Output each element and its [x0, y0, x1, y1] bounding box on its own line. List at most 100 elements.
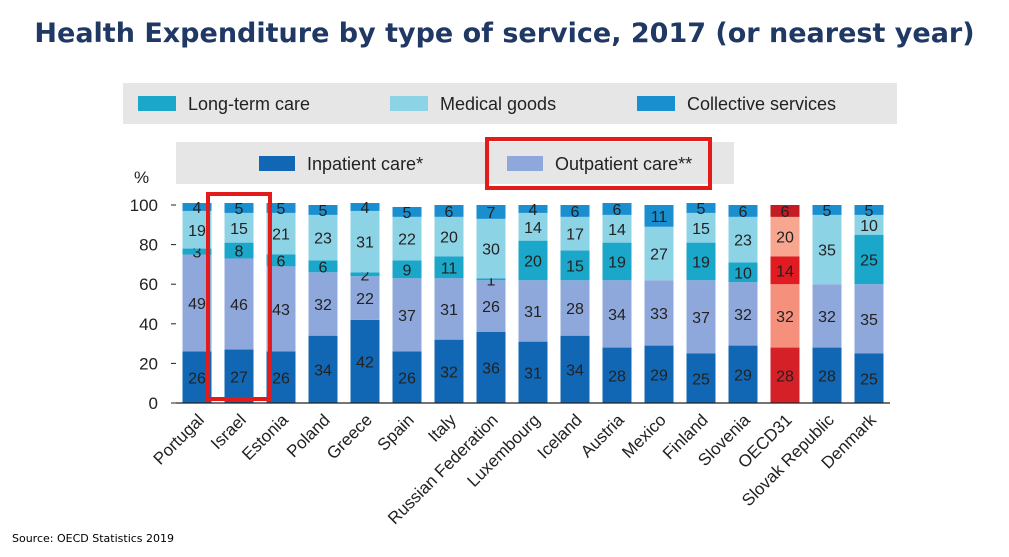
bar-segment-medical-goods — [434, 216, 464, 257]
bar-segment-outpatient-care — [770, 284, 800, 348]
bar-segment-collective-services — [266, 203, 296, 213]
y-tick-label: 60 — [139, 275, 158, 294]
legend-label-long-term-care: Long-term care — [188, 94, 310, 114]
data-label: 14 — [776, 263, 794, 280]
data-label: 33 — [650, 306, 668, 323]
data-label: 25 — [860, 371, 878, 388]
data-label: 6 — [571, 204, 580, 221]
bar-segment-long-term-care — [854, 234, 884, 285]
y-tick-label: 100 — [130, 196, 158, 215]
data-label: 20 — [776, 230, 794, 247]
outpatient-legend-highlight-box — [485, 137, 712, 190]
data-label: 6 — [277, 253, 286, 270]
bar-segment-collective-services — [812, 205, 842, 215]
x-category-label: Portugal — [150, 410, 208, 468]
legend-row-1-background — [123, 83, 897, 124]
x-category-label: Greece — [323, 410, 376, 463]
y-tick-label: 80 — [139, 236, 158, 255]
bar-segment-collective-services — [224, 203, 254, 213]
data-label: 6 — [739, 204, 748, 221]
bar-segment-inpatient-care — [308, 335, 338, 403]
bar-segment-outpatient-care — [392, 278, 422, 352]
bar-segment-outpatient-care — [476, 280, 506, 332]
bar-segment-outpatient-care — [728, 282, 758, 346]
data-label: 15 — [566, 258, 584, 275]
bar-segment-long-term-care — [350, 272, 380, 277]
data-label: 14 — [524, 220, 542, 237]
data-label: 6 — [613, 202, 622, 219]
bar-segment-inpatient-care — [560, 335, 590, 403]
data-label: 31 — [524, 304, 542, 321]
israel-highlight-box — [206, 192, 272, 401]
x-category-label: Estonia — [238, 410, 292, 464]
data-label: 8 — [235, 244, 244, 261]
bar-segment-outpatient-care — [812, 284, 842, 348]
data-label: 37 — [398, 308, 416, 325]
data-label: 34 — [566, 362, 584, 379]
bar-segment-long-term-care — [728, 262, 758, 283]
bar-segment-long-term-care — [560, 250, 590, 281]
x-category-label: Italy — [424, 410, 460, 446]
bar-segment-collective-services — [728, 205, 758, 217]
data-label: 3 — [193, 245, 202, 262]
bar-segment-inpatient-care — [644, 345, 674, 403]
legend-label-inpatient-care: Inpatient care* — [307, 154, 423, 174]
bar-segment-collective-services — [686, 203, 716, 213]
data-label: 26 — [398, 370, 416, 387]
bar-segment-outpatient-care — [854, 284, 884, 354]
legend-label-medical-goods: Medical goods — [440, 94, 556, 114]
data-label: 32 — [818, 309, 836, 326]
bar-segment-medical-goods — [476, 218, 506, 279]
data-label: 26 — [482, 299, 500, 316]
bar-segment-collective-services — [644, 205, 674, 227]
y-tick-label: 20 — [139, 354, 158, 373]
bar-segment-medical-goods — [644, 226, 674, 281]
data-label: 32 — [776, 309, 794, 326]
bar-segment-medical-goods — [518, 212, 548, 241]
bar-segment-inpatient-care — [812, 347, 842, 403]
y-tick-label: 40 — [139, 315, 158, 334]
bar-segment-inpatient-care — [854, 353, 884, 403]
bar-segment-collective-services — [476, 205, 506, 219]
data-label: 11 — [651, 209, 668, 226]
bar-segment-long-term-care — [602, 242, 632, 281]
data-label: 21 — [272, 227, 290, 244]
data-label: 28 — [608, 368, 626, 385]
data-label: 26 — [188, 370, 206, 387]
data-label: 43 — [272, 302, 290, 319]
data-label: 6 — [319, 259, 328, 276]
y-axis-label: % — [134, 168, 149, 187]
data-label: 4 — [193, 200, 202, 217]
data-label: 36 — [482, 360, 500, 377]
data-label: 27 — [650, 247, 668, 264]
x-category-label: Austria — [577, 410, 628, 461]
legend-label-collective-services: Collective services — [687, 94, 836, 114]
bar-segment-medical-goods — [770, 216, 800, 257]
bar-segment-collective-services — [182, 203, 212, 211]
bar-segment-medical-goods — [686, 212, 716, 243]
bar-segment-long-term-care — [224, 242, 254, 259]
bar-segment-medical-goods — [602, 214, 632, 243]
data-label: 6 — [781, 204, 790, 221]
data-label: 35 — [818, 243, 836, 260]
data-label: 32 — [734, 307, 752, 324]
x-category-label: Iceland — [534, 410, 586, 462]
data-label: 31 — [440, 302, 458, 319]
data-label: 42 — [356, 354, 374, 371]
bar-segment-collective-services — [602, 203, 632, 215]
bar-segment-collective-services — [854, 205, 884, 215]
data-label: 25 — [692, 371, 710, 388]
bar-segment-long-term-care — [770, 256, 800, 285]
bar-segment-long-term-care — [308, 260, 338, 273]
bar-segment-long-term-care — [434, 256, 464, 279]
data-label: 5 — [319, 203, 328, 220]
data-label: 10 — [734, 265, 752, 282]
bar-segment-outpatient-care — [602, 280, 632, 348]
data-label: 22 — [398, 232, 416, 249]
x-category-label: Spain — [374, 410, 418, 454]
data-label: 26 — [272, 370, 290, 387]
data-label: 29 — [650, 367, 668, 384]
data-label: 11 — [441, 260, 458, 277]
bar-segment-medical-goods — [728, 216, 758, 263]
